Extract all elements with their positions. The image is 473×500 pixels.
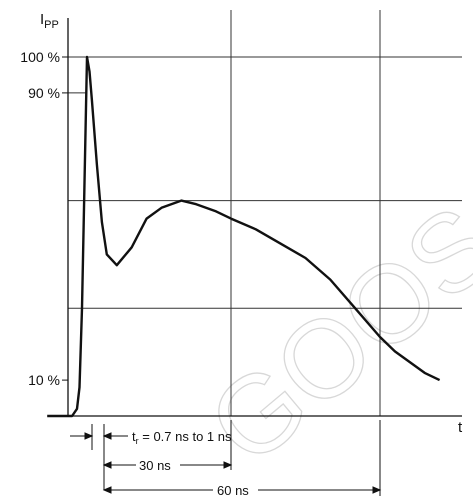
y-tick-label-2: 10 % xyxy=(28,372,60,388)
y-axis-label-sub: PP xyxy=(44,19,59,31)
span-30ns-label: 30 ns xyxy=(139,458,171,473)
span-60ns-label: 60 ns xyxy=(217,483,249,498)
rise-time-annotation xyxy=(70,424,128,490)
rise-time-label: tr = 0.7 ns to 1 ns xyxy=(132,429,232,446)
x-axis-label: t xyxy=(458,419,463,436)
y-tick-labels: 100 % 90 % 10 % xyxy=(20,49,68,388)
rise-time-text: = 0.7 ns to 1 ns xyxy=(139,429,232,444)
y-tick-label-1: 90 % xyxy=(28,85,60,101)
y-tick-label-0: 100 % xyxy=(20,49,60,65)
y-axis-label: IPP xyxy=(40,11,59,31)
